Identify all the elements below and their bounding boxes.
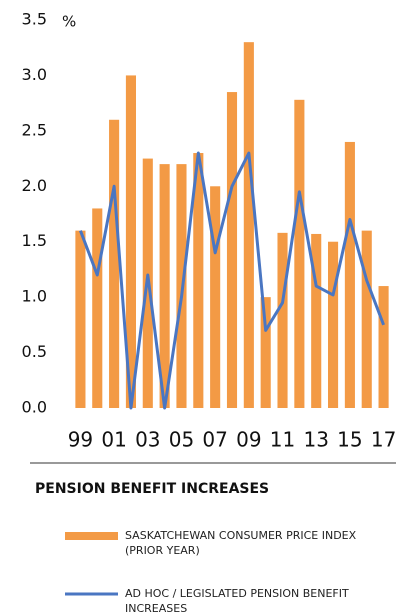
x-tick-label: 15 [337,428,362,452]
bar [328,241,339,408]
x-tick-label: 17 [371,428,396,452]
y-tick-label: 3.0 [22,65,47,84]
bar [75,230,86,408]
bar [210,186,221,408]
bar [159,164,170,408]
y-tick-label: 0.0 [22,398,47,417]
legend-label: SASKATCHEWAN CONSUMER PRICE INDEX (PRIOR… [125,529,357,557]
bar [378,286,389,408]
y-tick-label: 1.0 [22,287,47,306]
bar [294,99,305,409]
x-tick-label: 01 [101,428,126,452]
bar [193,153,204,408]
x-tick-label: 13 [303,428,328,452]
legend-label: AD HOC / LEGISLATED PENSION BENEFIT INCR… [125,587,349,615]
unit-label: % [62,13,76,31]
bar [260,297,271,408]
bar [109,119,120,409]
x-tick-label: 11 [270,428,295,452]
x-tick-label: 05 [169,428,194,452]
y-tick-label: 0.5 [22,342,47,361]
bar [226,92,238,409]
bar [243,42,254,409]
x-tick-label: 07 [202,428,227,452]
x-tick-label: 09 [236,428,261,452]
x-tick-label: 99 [68,428,93,452]
bar [344,141,355,408]
y-tick-label: 2.5 [22,120,47,139]
y-tick-label: 3.5 [22,10,47,29]
bar [92,208,103,408]
y-tick-label: 2.0 [22,176,47,195]
bar [311,233,322,408]
y-tick-label: 1.5 [22,231,47,250]
legend-swatch [65,532,118,540]
x-tick-label: 03 [135,428,160,452]
chart-title: PENSION BENEFIT INCREASES [35,481,269,497]
line [79,151,385,410]
bar [361,230,372,408]
bar [277,232,288,408]
bar [125,75,136,408]
